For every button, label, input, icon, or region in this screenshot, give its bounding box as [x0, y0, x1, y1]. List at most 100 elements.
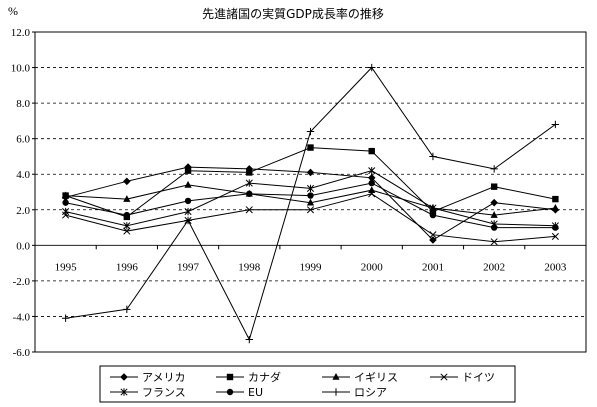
y-tick-label: 4.0: [16, 169, 30, 181]
asterisk-marker: [368, 166, 376, 175]
triangle-marker: [123, 195, 131, 202]
x-marker: [440, 373, 448, 381]
square-marker: [307, 144, 314, 151]
y-axis-ticks: 12.0 10.0 8.0 6.0 4.0 2.0 0.0 -2.0 -4.0 -6.0: [11, 27, 35, 359]
y-tick-label: 2.0: [16, 205, 30, 217]
series-5: [62, 166, 559, 230]
plus-marker: [551, 120, 560, 129]
series-line: [65, 147, 556, 218]
square-marker: [184, 167, 192, 174]
legend-item: フランス: [110, 386, 186, 399]
x-marker: [245, 206, 253, 214]
triangle-marker: [490, 211, 498, 218]
x-tick-label: 2000: [361, 261, 384, 273]
triangle-marker: [62, 191, 70, 199]
x-marker: [429, 231, 437, 239]
diamond-marker: [429, 236, 437, 244]
series-7: [61, 63, 560, 344]
circle-marker: [184, 197, 192, 205]
asterisk-marker: [123, 222, 131, 230]
y-axis-unit-label: %: [8, 4, 18, 18]
x-marker: [306, 206, 315, 214]
x-marker: [490, 238, 498, 246]
square-marker: [226, 373, 234, 381]
plus-marker: [490, 165, 498, 173]
diamond-marker: [123, 177, 131, 186]
legend-label: ドイツ: [462, 371, 495, 384]
x-tick-label: 1997: [177, 261, 200, 273]
square-marker: [368, 147, 375, 155]
plus-marker: [306, 127, 315, 136]
y-tick-label: 6.0: [16, 134, 30, 146]
plus-marker: [61, 314, 70, 322]
circle-marker: [552, 224, 559, 231]
x-marker: [551, 232, 559, 240]
legend-item: ドイツ: [430, 371, 495, 384]
circle-marker: [490, 224, 498, 231]
legend-item: イギリス: [322, 371, 398, 384]
x-tick-label: 2002: [483, 261, 505, 273]
series-6: [62, 179, 559, 231]
x-tick-label: 1996: [116, 261, 139, 273]
x-tick-label: 1995: [55, 261, 78, 273]
asterisk-marker: [429, 204, 437, 212]
x-axis-ticks: 1995 1996 1997 1998 1999 2000 2001 2002 2003: [34, 245, 587, 273]
triangle-marker: [551, 204, 559, 211]
asterisk-marker: [120, 388, 128, 396]
diamond-marker: [120, 373, 128, 381]
asterisk-marker: [62, 207, 70, 216]
legend-item: カナダ: [216, 370, 281, 384]
x-tick-label: 1999: [300, 261, 323, 273]
plus-marker: [332, 388, 340, 396]
y-tick-label: 8.0: [16, 98, 30, 110]
plus-marker: [368, 63, 376, 72]
circle-marker: [368, 179, 375, 187]
y-tick-label: 0.0: [16, 240, 30, 252]
legend: [99, 365, 516, 403]
diamond-marker: [490, 198, 498, 207]
triangle-marker: [184, 180, 192, 188]
circle-marker: [429, 211, 437, 219]
triangle-marker: [306, 198, 315, 206]
legend-label: ロシア: [354, 386, 387, 399]
legend-item: アメリカ: [110, 371, 185, 384]
triangle-marker: [368, 186, 376, 194]
legend-label: イギリス: [354, 371, 398, 384]
plus-marker: [184, 216, 192, 225]
square-marker: [246, 169, 253, 176]
circle-marker: [226, 388, 234, 396]
x-tick-label: 2001: [422, 261, 444, 273]
circle-marker: [307, 192, 314, 199]
legend-item: ロシア: [322, 386, 387, 399]
chart-title: 先進諸国の実質GDP成長率の推移: [202, 6, 384, 21]
y-tick-label: -2.0: [13, 276, 31, 288]
legend-label: カナダ: [248, 370, 281, 384]
legend-label: フランス: [142, 386, 186, 399]
y-tick-label: 10.0: [11, 63, 31, 75]
x-marker: [123, 227, 131, 235]
square-marker: [490, 183, 498, 190]
asterisk-marker: [245, 179, 253, 187]
diamond-marker: [306, 168, 315, 177]
plus-marker: [245, 335, 253, 344]
plus-marker: [123, 305, 131, 314]
legend-label: アメリカ: [142, 371, 185, 384]
series-layer: [61, 63, 560, 344]
circle-marker: [123, 211, 131, 219]
circle-marker: [246, 190, 253, 197]
legend-label: EU: [248, 386, 263, 399]
triangle-marker: [332, 373, 340, 380]
diamond-marker: [367, 173, 376, 182]
asterisk-marker: [184, 207, 192, 216]
y-tick-label: -4.0: [13, 311, 31, 323]
y-tick-label: -6.0: [13, 347, 31, 359]
x-tick-label: 2003: [544, 261, 567, 273]
legend-item: EU: [216, 386, 263, 399]
asterisk-marker: [306, 184, 315, 193]
x-tick-label: 1998: [238, 261, 261, 273]
circle-marker: [62, 199, 69, 206]
square-marker: [552, 195, 559, 203]
plus-marker: [429, 152, 437, 161]
